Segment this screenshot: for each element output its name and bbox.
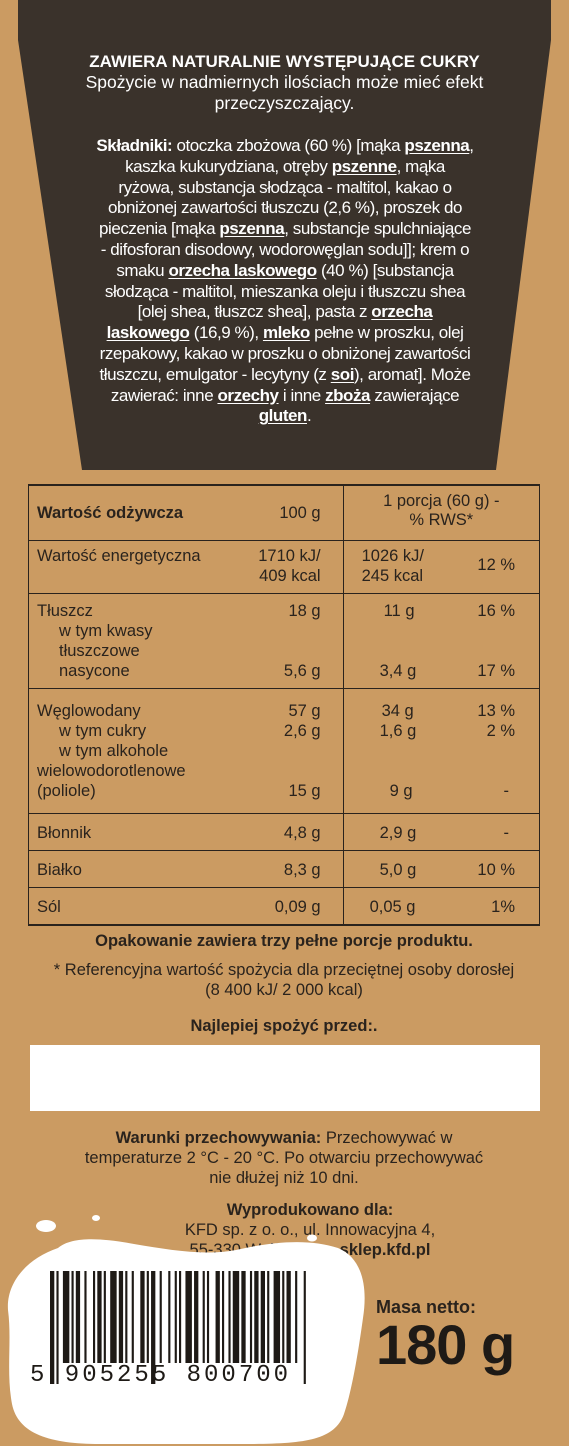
header-label: Wartość odżywcza: [37, 504, 184, 522]
barcode-bar: [110, 1271, 117, 1363]
energy-label: Wartość energetyczna: [37, 547, 201, 565]
warning-title: ZAWIERA NATURALNIE WYSTĘPUJĄCE CUKRY: [89, 52, 480, 71]
barcode-bar: [71, 1271, 74, 1363]
barcode-bar: [75, 1271, 81, 1363]
allergen: orzecha laskowego: [106, 302, 433, 343]
fat-label: Tłuszcz: [37, 602, 93, 620]
barcode-bar: [260, 1271, 265, 1363]
allergen: soi: [330, 364, 355, 384]
header-portion-line2: % RWS*: [409, 511, 474, 529]
ingredients-panel-background: [18, 0, 551, 470]
barcode-bar: [295, 1271, 298, 1363]
barcode-bar: [93, 1271, 96, 1363]
producer-website: sklep.kfd.pl: [339, 1241, 431, 1259]
barcode-bar: [267, 1271, 270, 1363]
barcode-bar: [179, 1271, 182, 1363]
allergen: orzechy: [217, 385, 279, 405]
allergen: mleko: [262, 323, 310, 343]
barcode-bar: [97, 1271, 102, 1363]
allergen: pszenna: [404, 136, 470, 155]
protein-row: Białko 8,3 g 5,0 g 10 %: [28, 850, 541, 888]
header-per100: 100 g: [279, 504, 321, 522]
barcode-bar: [140, 1271, 145, 1363]
fiber-label: Błonnik: [37, 824, 92, 842]
ingredients-text: Składniki: otoczka zbożowa (60 %) [mąka …: [96, 136, 474, 426]
best-before-date-field: [30, 1045, 540, 1111]
ingredients-label: Składniki:: [96, 136, 173, 155]
allergen: zboża: [325, 385, 371, 405]
allergen: orzecha laskowego: [168, 260, 317, 280]
barcode-bar: [151, 1271, 156, 1384]
barcode-bar: [286, 1271, 291, 1363]
barcode-bar: [215, 1271, 220, 1363]
barcode-bar: [241, 1271, 246, 1363]
warning-subtitle: Spożycie w nadmiernych ilościach może mi…: [85, 72, 484, 113]
barcode-bar: [206, 1271, 210, 1363]
net-weight-value: 180 g: [376, 1313, 515, 1376]
net-weight-label: Masa netto:: [376, 1297, 477, 1317]
barcode-bar: [249, 1271, 253, 1363]
allergen: pszenna: [219, 219, 285, 239]
carbs-label: Węglowodany: [37, 702, 141, 720]
barcode-bar: [62, 1271, 70, 1363]
allergen: pszenne: [331, 156, 397, 176]
barcode-bar: [103, 1271, 106, 1363]
energy-row: Wartość energetyczna 1710 kJ/ 409 kcal 1…: [28, 540, 541, 594]
barcode-bar: [159, 1271, 162, 1363]
salt-label: Sól: [37, 898, 61, 916]
protein-label: Białko: [37, 861, 82, 879]
barcode-bar: [254, 1271, 259, 1363]
barcode-bar: [146, 1271, 149, 1363]
barcode-digits: 5 905255 800700: [30, 1362, 292, 1389]
carbs-row: Węglowodany w tym cukry w tym alkohole w…: [28, 688, 541, 814]
barcode-bar: [174, 1271, 177, 1363]
storage-label: Warunki przechowywania:: [115, 1129, 322, 1147]
barcode-bar: [125, 1271, 128, 1363]
barcode-bar: [303, 1271, 306, 1384]
barcode: [50, 1271, 306, 1384]
allergen: gluten: [258, 406, 308, 426]
barcode-bar: [50, 1271, 55, 1384]
barcode-bar: [131, 1271, 134, 1363]
barcode-bar: [194, 1271, 199, 1363]
barcode-bar: [185, 1271, 192, 1363]
fiber-row: Błonnik 4,8 g 2,9 g -: [28, 813, 541, 851]
producer-label: Wyprodukowano dla:: [226, 1201, 394, 1219]
salt-row: Sól 0,09 g 0,05 g 1%: [28, 887, 541, 926]
barcode-bar: [202, 1271, 205, 1363]
reference-note: * Referencyjna wartość spożycia dla prze…: [53, 961, 515, 999]
header-portion-line1: 1 porcja (60 g) -: [383, 492, 500, 510]
barcode-bar: [282, 1271, 285, 1363]
nutrition-header-row: Wartość odżywcza 100 g 1 porcja (60 g) -…: [28, 484, 541, 541]
fat-row: Tłuszcz w tym kwasy tłuszczowe nasycone …: [28, 593, 541, 689]
nutrition-table: Wartość odżywcza 100 g 1 porcja (60 g) -…: [28, 484, 541, 926]
barcode-bar: [56, 1271, 59, 1384]
barcode-bar: [222, 1271, 225, 1363]
barcode-bar: [84, 1271, 87, 1363]
package-note: Opakowanie zawiera trzy pełne porcje pro…: [95, 932, 473, 950]
barcode-bar: [168, 1271, 171, 1363]
barcode-bar: [232, 1271, 240, 1363]
warning-block: ZAWIERA NATURALNIE WYSTĘPUJĄCE CUKRY Spo…: [30, 0, 539, 114]
best-before-label: Najlepiej spożyć przed:.: [190, 1017, 378, 1035]
barcode-bar: [228, 1271, 231, 1363]
barcode-bar: [118, 1271, 124, 1363]
barcode-bar: [273, 1271, 281, 1363]
storage-info: Warunki przechowywania: Przechowywać w t…: [84, 1129, 484, 1187]
